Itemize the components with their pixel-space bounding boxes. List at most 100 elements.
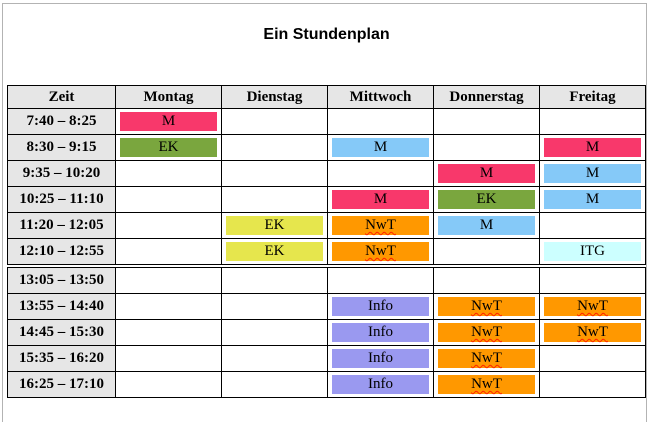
time-cell[interactable]: 7:40 – 8:25 [7, 108, 116, 135]
day-cell[interactable]: M [433, 212, 540, 239]
subject-bar-nwt: NwT [438, 375, 535, 394]
time-cell[interactable]: 13:05 – 13:50 [7, 267, 116, 294]
subject-label: M [373, 191, 388, 207]
day-cell[interactable] [221, 108, 328, 135]
subject-label: NwT [471, 298, 502, 314]
day-cell[interactable]: ITG [539, 238, 646, 265]
subject-bar-m: M [120, 112, 217, 131]
time-cell[interactable]: 9:35 – 10:20 [7, 160, 116, 187]
col-header-dienstag[interactable]: Dienstag [221, 85, 328, 109]
day-cell[interactable]: M [539, 160, 646, 187]
day-cell[interactable]: M [115, 108, 222, 135]
timetable-morning: Zeit Montag Dienstag Mittwoch Donnerstag… [7, 85, 646, 265]
day-cell[interactable]: Info [327, 319, 434, 346]
subject-bar-nwt: NwT [438, 323, 535, 342]
day-cell[interactable] [539, 267, 646, 294]
day-cell[interactable]: M [327, 134, 434, 161]
subject-label: Info [368, 298, 393, 314]
subject-label: NwT [577, 324, 608, 340]
timetable-row: 13:05 – 13:50 [7, 267, 646, 294]
day-cell[interactable] [327, 108, 434, 135]
day-cell[interactable]: NwT [327, 238, 434, 265]
day-cell[interactable] [539, 108, 646, 135]
subject-label: M [161, 113, 176, 129]
day-cell[interactable] [327, 267, 434, 294]
day-cell[interactable] [539, 345, 646, 372]
subject-label: Info [368, 324, 393, 340]
day-cell[interactable] [327, 160, 434, 187]
day-cell[interactable] [433, 134, 540, 161]
subject-label: M [373, 139, 388, 155]
time-cell[interactable]: 8:30 – 9:15 [7, 134, 116, 161]
timetable-row: 7:40 – 8:25 M [7, 108, 646, 135]
subject-bar-m: M [544, 190, 641, 209]
day-cell[interactable]: EK [221, 238, 328, 265]
day-cell[interactable] [115, 293, 222, 320]
time-cell[interactable]: 13:55 – 14:40 [7, 293, 116, 320]
day-cell[interactable] [115, 319, 222, 346]
page-title[interactable]: Ein Stundenplan [263, 26, 390, 43]
timetable-row: 13:55 – 14:40 Info NwT NwT [7, 293, 646, 320]
day-cell[interactable] [221, 371, 328, 398]
day-cell[interactable]: EK [221, 212, 328, 239]
day-cell[interactable] [115, 160, 222, 187]
day-cell[interactable] [433, 238, 540, 265]
day-cell[interactable] [221, 134, 328, 161]
day-cell[interactable]: M [539, 186, 646, 213]
day-cell[interactable]: M [433, 160, 540, 187]
day-cell[interactable]: EK [433, 186, 540, 213]
subject-label: NwT [365, 217, 396, 233]
day-cell[interactable]: NwT [539, 319, 646, 346]
timetable-row: 12:10 – 12:55 EK NwT ITG [7, 238, 646, 265]
day-cell[interactable] [221, 160, 328, 187]
day-cell[interactable] [433, 267, 540, 294]
day-cell[interactable] [115, 371, 222, 398]
day-cell[interactable] [115, 345, 222, 372]
col-header-donnerstag[interactable]: Donnerstag [433, 85, 540, 109]
day-cell[interactable]: Info [327, 371, 434, 398]
subject-bar-ek: EK [226, 216, 323, 235]
time-cell[interactable]: 14:45 – 15:30 [7, 319, 116, 346]
timetable-row: 14:45 – 15:30 Info NwT NwT [7, 319, 646, 346]
day-cell[interactable]: M [327, 186, 434, 213]
subject-label: M [585, 139, 600, 155]
subject-label: NwT [471, 324, 502, 340]
day-cell[interactable] [221, 345, 328, 372]
timetable-row: 15:35 – 16:20 Info NwT [7, 345, 646, 372]
time-cell[interactable]: 11:20 – 12:05 [7, 212, 116, 239]
day-cell[interactable]: NwT [539, 293, 646, 320]
day-cell[interactable]: NwT [327, 212, 434, 239]
day-cell[interactable] [115, 212, 222, 239]
col-header-freitag[interactable]: Freitag [539, 85, 646, 109]
day-cell[interactable]: Info [327, 345, 434, 372]
day-cell[interactable] [115, 186, 222, 213]
day-cell[interactable] [433, 108, 540, 135]
day-cell[interactable] [221, 267, 328, 294]
col-header-zeit[interactable]: Zeit [7, 85, 116, 109]
day-cell[interactable] [221, 293, 328, 320]
day-cell[interactable]: NwT [433, 345, 540, 372]
subject-bar-nwt: NwT [332, 242, 429, 261]
day-cell[interactable] [539, 212, 646, 239]
day-cell[interactable]: NwT [433, 319, 540, 346]
timetable-row: 8:30 – 9:15 EK M M [7, 134, 646, 161]
day-cell[interactable] [115, 238, 222, 265]
day-cell[interactable] [221, 186, 328, 213]
day-cell[interactable]: NwT [433, 293, 540, 320]
subject-label: M [479, 217, 494, 233]
day-cell[interactable]: M [539, 134, 646, 161]
day-cell[interactable] [221, 319, 328, 346]
day-cell[interactable]: EK [115, 134, 222, 161]
time-cell[interactable]: 15:35 – 16:20 [7, 345, 116, 372]
subject-bar-nwt: NwT [438, 349, 535, 368]
time-cell[interactable]: 16:25 – 17:10 [7, 371, 116, 398]
time-cell[interactable]: 12:10 – 12:55 [7, 238, 116, 265]
day-cell[interactable]: NwT [433, 371, 540, 398]
subject-label: EK [264, 217, 285, 233]
time-cell[interactable]: 10:25 – 11:10 [7, 186, 116, 213]
day-cell[interactable] [115, 267, 222, 294]
day-cell[interactable] [539, 371, 646, 398]
col-header-mittwoch[interactable]: Mittwoch [327, 85, 434, 109]
col-header-montag[interactable]: Montag [115, 85, 222, 109]
day-cell[interactable]: Info [327, 293, 434, 320]
